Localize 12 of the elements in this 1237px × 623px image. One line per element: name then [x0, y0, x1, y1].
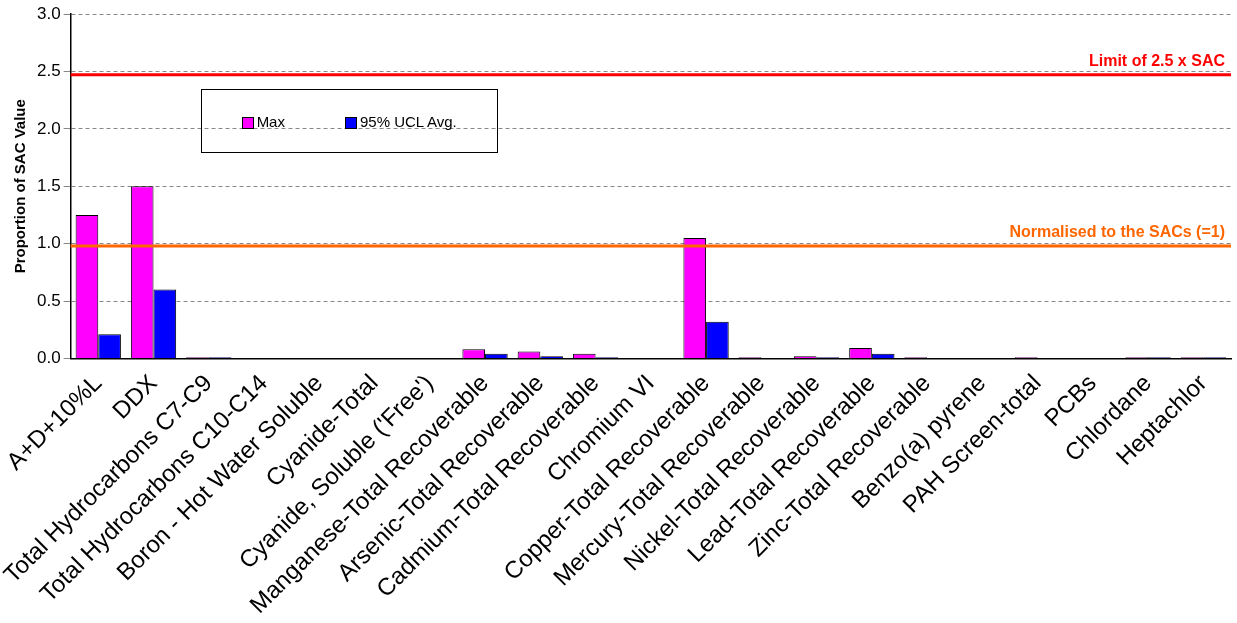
y-tick-label: 0.0	[36, 348, 61, 368]
y-tick-label: 2.0	[36, 118, 61, 138]
y-tick-label: 1.0	[36, 233, 61, 253]
ref-line-label: Limit of 2.5 x SAC	[1088, 52, 1226, 70]
y-tick-label: 1.5	[36, 175, 61, 195]
legend-label: Max	[255, 112, 285, 130]
ref-line-label: Normalised to the SACs (=1)	[1009, 223, 1225, 241]
y-tick-label: 2.5	[36, 61, 61, 81]
y-tick-label: 3.0	[36, 3, 61, 23]
y-tick-label: 0.5	[36, 290, 61, 310]
legend-label: 95% UCL Avg.	[358, 112, 457, 130]
y-axis-title: Proportion of SAC Value	[11, 99, 29, 274]
